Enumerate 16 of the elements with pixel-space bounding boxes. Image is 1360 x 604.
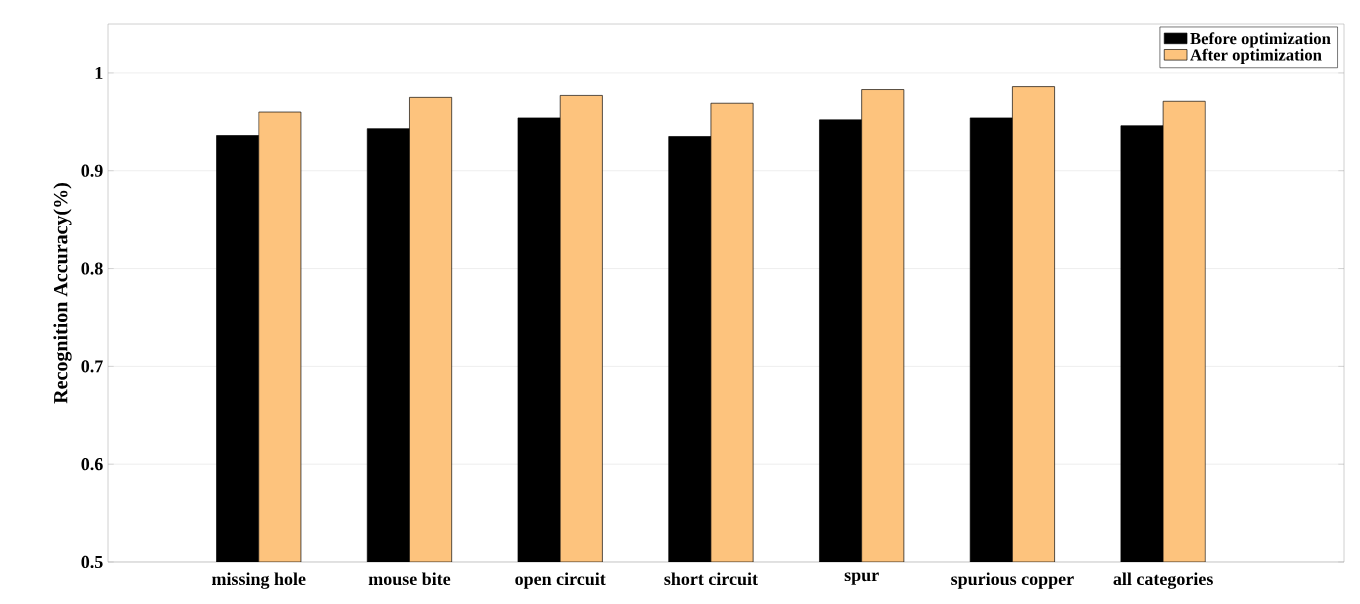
- x-tick-label: mouse bite: [368, 572, 451, 586]
- y-tick-label: 0.6: [81, 458, 103, 471]
- x-tick-label: spur: [844, 572, 879, 585]
- x-tick-label: all categories: [1113, 572, 1213, 589]
- y-tick-label: 0.5: [81, 555, 103, 569]
- y-tick-label: 0.8: [81, 262, 103, 275]
- x-tick-label: missing hole: [211, 572, 306, 589]
- y-tick-label: 0.9: [81, 164, 103, 177]
- x-tick-label: open circuit: [515, 572, 606, 589]
- y-tick-label: 0.7: [81, 360, 103, 373]
- x-tick-label: short circuit: [664, 572, 758, 586]
- y-tick-label: 1: [95, 66, 103, 79]
- legend-label: Before optimization: [1190, 32, 1331, 48]
- legend-label: After optimization: [1190, 48, 1322, 64]
- x-tick-label: spurious copper: [951, 572, 1074, 589]
- y-axis-title: Recognition Accuracy(%): [53, 183, 72, 404]
